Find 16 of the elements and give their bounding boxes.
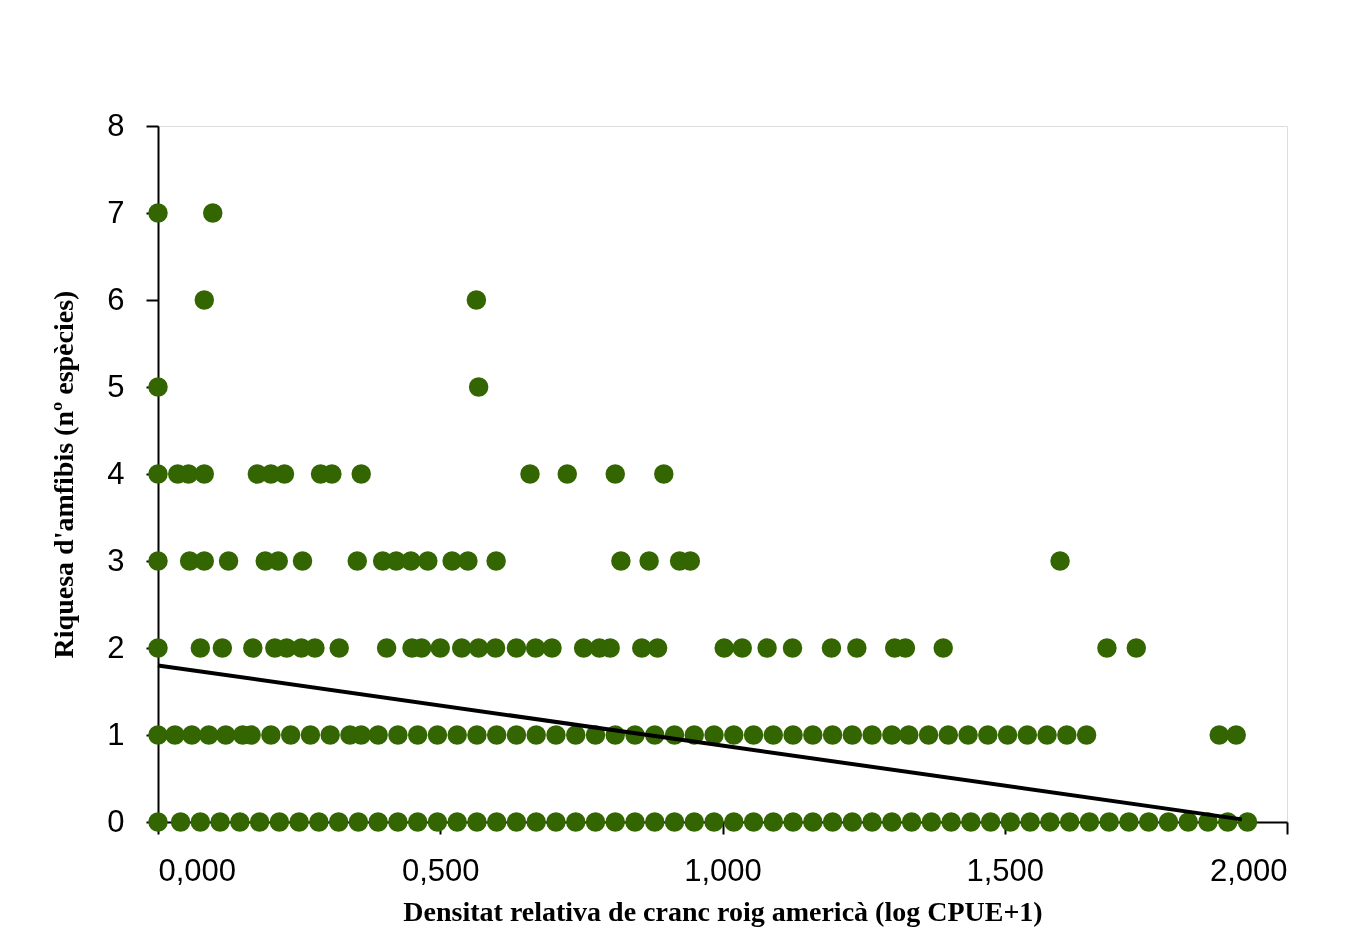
x-tick-label: 1,000: [684, 852, 762, 888]
x-tick-label: 0,500: [401, 852, 480, 888]
x-tick-label: 2,000: [1209, 852, 1288, 888]
y-tick-label: 8: [107, 107, 125, 143]
x-tick-label: 1,500: [966, 852, 1045, 888]
y-tick-label: 5: [107, 368, 125, 404]
y-tick-label: 2: [107, 629, 125, 665]
y-tick-label: 0: [107, 803, 125, 839]
y-axis-title: Riquesa d'amfibis (nº espècies): [48, 290, 80, 659]
x-tick-label: 0,000: [158, 852, 237, 888]
y-tick-label: 7: [107, 194, 125, 230]
y-tick-label: 1: [107, 716, 125, 752]
y-tick-label: 6: [107, 281, 125, 317]
y-tick-label: 4: [107, 455, 125, 491]
y-tick-label: 3: [107, 542, 125, 578]
x-axis-title: Densitat relativa de cranc roig americà (log CPUE+1): [403, 895, 1043, 927]
